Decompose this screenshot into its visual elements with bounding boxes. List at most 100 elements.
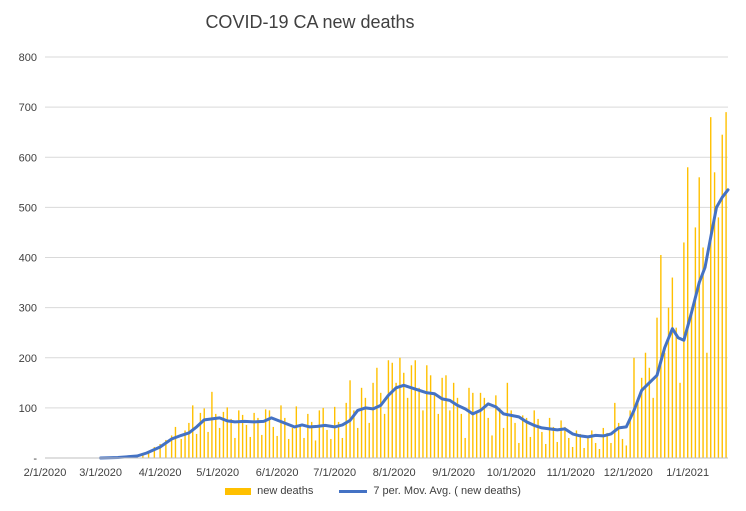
bar-new-deaths [495,395,497,458]
bar-new-deaths [406,397,409,458]
bar-new-deaths [537,418,539,458]
bar-new-deaths [418,387,420,458]
legend-item-new-deaths: new deaths [225,485,313,497]
bar-new-deaths [560,420,562,458]
x-tick-label: 10/1/2020 [487,467,536,479]
bar-new-deaths [587,435,589,458]
bar-new-deaths [295,406,298,458]
bar-new-deaths [330,438,332,458]
bar-new-deaths [449,410,451,458]
bar-new-deaths [441,377,443,458]
bar-new-deaths [644,352,647,458]
x-tick-label: 5/1/2020 [196,467,239,479]
bar-new-deaths [147,450,150,458]
bar-new-deaths [230,418,232,458]
bar-new-deaths [460,413,463,458]
bar-new-deaths [376,367,378,458]
bar-new-deaths [472,392,474,458]
bar-new-deaths [637,397,639,458]
bar-new-deaths [710,117,712,459]
bar-new-deaths [322,407,324,458]
bar-new-deaths [687,167,689,458]
bar-new-deaths [564,426,566,458]
bar-new-deaths [153,446,156,458]
y-tick-label: 700 [19,102,37,114]
bar-new-deaths [571,446,574,458]
bar-new-deaths [683,242,685,458]
y-tick-label: 300 [19,303,37,315]
bar-new-deaths [506,382,509,458]
x-tick-label: 8/1/2020 [373,467,416,479]
bar-series [107,112,727,459]
bar-new-deaths [245,424,248,458]
bar-new-deaths [568,437,570,458]
x-tick-label: 11/1/2020 [547,467,595,479]
y-tick-label: 400 [19,253,37,265]
bar-new-deaths [238,410,240,458]
bar-new-deaths [675,327,677,458]
bar-new-deaths [188,422,190,458]
bar-new-deaths [602,427,604,458]
bar-new-deaths [652,397,654,458]
bar-new-deaths [215,413,217,458]
bar-new-deaths [498,407,501,458]
bar-new-deaths [380,392,382,458]
bar-new-deaths [199,412,202,458]
bar-new-deaths [625,445,628,458]
bar-new-deaths [372,382,374,458]
bar-new-deaths [706,352,708,458]
bar-new-deaths [556,441,558,458]
bar-new-deaths [234,437,236,458]
bar-new-deaths [483,397,486,458]
bar-new-deaths [383,413,386,458]
bar-new-deaths [426,365,428,458]
bar-new-deaths [341,437,344,458]
bar-new-deaths [456,397,459,458]
bar-new-deaths [698,177,700,459]
x-tick-label: 2/1/2020 [24,467,67,479]
bar-new-deaths [717,217,720,458]
legend-item-moving-average: 7 per. Mov. Avg. ( new deaths) [339,485,521,497]
bar-new-deaths [226,407,228,458]
bar-new-deaths [222,411,225,458]
bar-new-deaths [257,417,259,458]
x-tick-label: 3/1/2020 [79,467,122,479]
gridlines [45,56,728,409]
bar-new-deaths [445,375,447,458]
legend-swatch-line [339,489,368,493]
y-tick-label: 800 [19,52,37,64]
legend-label-moving-average: 7 per. Mov. Avg. ( new deaths) [373,485,521,497]
bar-new-deaths [268,410,271,458]
bar-new-deaths [598,448,601,458]
bar-new-deaths [475,412,478,458]
bar-new-deaths [314,440,317,458]
chart-title: COVID-19 CA new deaths [205,12,415,32]
bar-new-deaths [218,427,221,458]
bar-new-deaths [310,421,313,458]
bar-new-deaths [387,360,390,458]
bar-new-deaths [667,307,670,458]
bar-new-deaths [533,410,535,458]
bar-new-deaths [656,317,658,458]
bar-new-deaths [249,436,251,458]
bar-new-deaths [514,422,516,458]
bar-new-deaths [211,391,213,458]
bar-new-deaths [264,409,267,458]
bar-new-deaths [422,410,424,458]
bar-new-deaths [702,247,704,458]
bar-new-deaths [725,112,727,458]
x-tick-label: 9/1/2020 [432,467,475,479]
bar-new-deaths [522,415,524,458]
bar-new-deaths [276,435,278,458]
bar-new-deaths [414,360,416,458]
bar-new-deaths [502,427,505,458]
bar-new-deaths [679,382,681,458]
bar-new-deaths [487,417,489,458]
bar-new-deaths [583,447,585,458]
bar-new-deaths [280,405,282,458]
bar-new-deaths [353,410,355,458]
bar-new-deaths [479,392,482,458]
bar-new-deaths [591,430,593,458]
bar-new-deaths [671,277,674,458]
bar-new-deaths [433,393,436,458]
